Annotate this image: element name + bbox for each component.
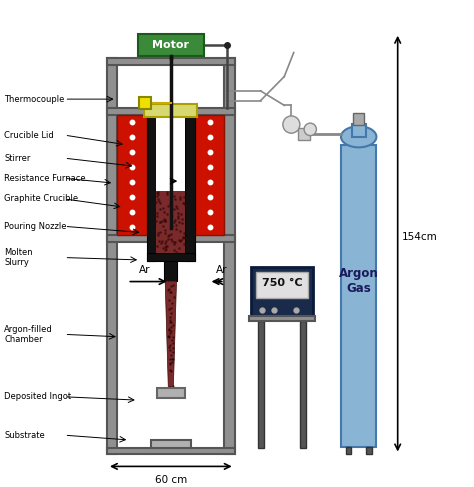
Text: Thermocouple: Thermocouple xyxy=(4,94,64,104)
Text: Substrate: Substrate xyxy=(4,431,45,440)
Polygon shape xyxy=(107,108,235,115)
Text: 154cm: 154cm xyxy=(401,232,437,242)
Polygon shape xyxy=(147,253,195,261)
Text: Deposited Ingot: Deposited Ingot xyxy=(4,393,71,401)
Polygon shape xyxy=(107,448,235,454)
Text: 750 °C: 750 °C xyxy=(262,278,302,288)
Text: Argon-filled
Chamber: Argon-filled Chamber xyxy=(4,325,53,344)
Circle shape xyxy=(304,123,317,135)
Polygon shape xyxy=(251,267,313,318)
Polygon shape xyxy=(249,316,315,321)
Polygon shape xyxy=(107,58,235,65)
Polygon shape xyxy=(118,115,147,235)
Text: Stirrer: Stirrer xyxy=(4,154,30,163)
Text: Graphite Crucible: Graphite Crucible xyxy=(4,194,78,204)
Polygon shape xyxy=(354,113,364,125)
Polygon shape xyxy=(139,97,151,109)
Ellipse shape xyxy=(341,126,376,148)
Text: Crucible Lid: Crucible Lid xyxy=(4,131,54,140)
Polygon shape xyxy=(138,34,204,56)
Text: Molten
Slurry: Molten Slurry xyxy=(4,248,33,267)
Text: 60 cm: 60 cm xyxy=(155,475,187,485)
Polygon shape xyxy=(366,447,372,454)
Polygon shape xyxy=(195,115,224,235)
Polygon shape xyxy=(107,235,235,242)
Polygon shape xyxy=(224,58,235,454)
Polygon shape xyxy=(299,129,310,140)
Polygon shape xyxy=(300,321,306,448)
Text: Pouring Nozzle: Pouring Nozzle xyxy=(4,222,66,231)
Polygon shape xyxy=(341,145,376,447)
Polygon shape xyxy=(185,115,195,261)
Polygon shape xyxy=(156,191,185,253)
Text: Resistance Furnace: Resistance Furnace xyxy=(4,174,86,183)
Polygon shape xyxy=(165,281,176,397)
Polygon shape xyxy=(145,104,197,117)
Text: Ar: Ar xyxy=(216,265,228,275)
Polygon shape xyxy=(147,115,156,261)
Text: Motor: Motor xyxy=(152,40,189,50)
Polygon shape xyxy=(156,388,185,398)
Polygon shape xyxy=(164,261,177,281)
Polygon shape xyxy=(156,115,185,191)
Polygon shape xyxy=(107,58,118,454)
Polygon shape xyxy=(258,321,264,448)
Polygon shape xyxy=(352,124,366,137)
Polygon shape xyxy=(256,272,308,299)
Text: Argon
Gas: Argon Gas xyxy=(339,267,379,295)
Text: Ar: Ar xyxy=(139,265,151,275)
Polygon shape xyxy=(346,447,351,454)
Circle shape xyxy=(283,116,300,133)
Polygon shape xyxy=(151,440,191,448)
